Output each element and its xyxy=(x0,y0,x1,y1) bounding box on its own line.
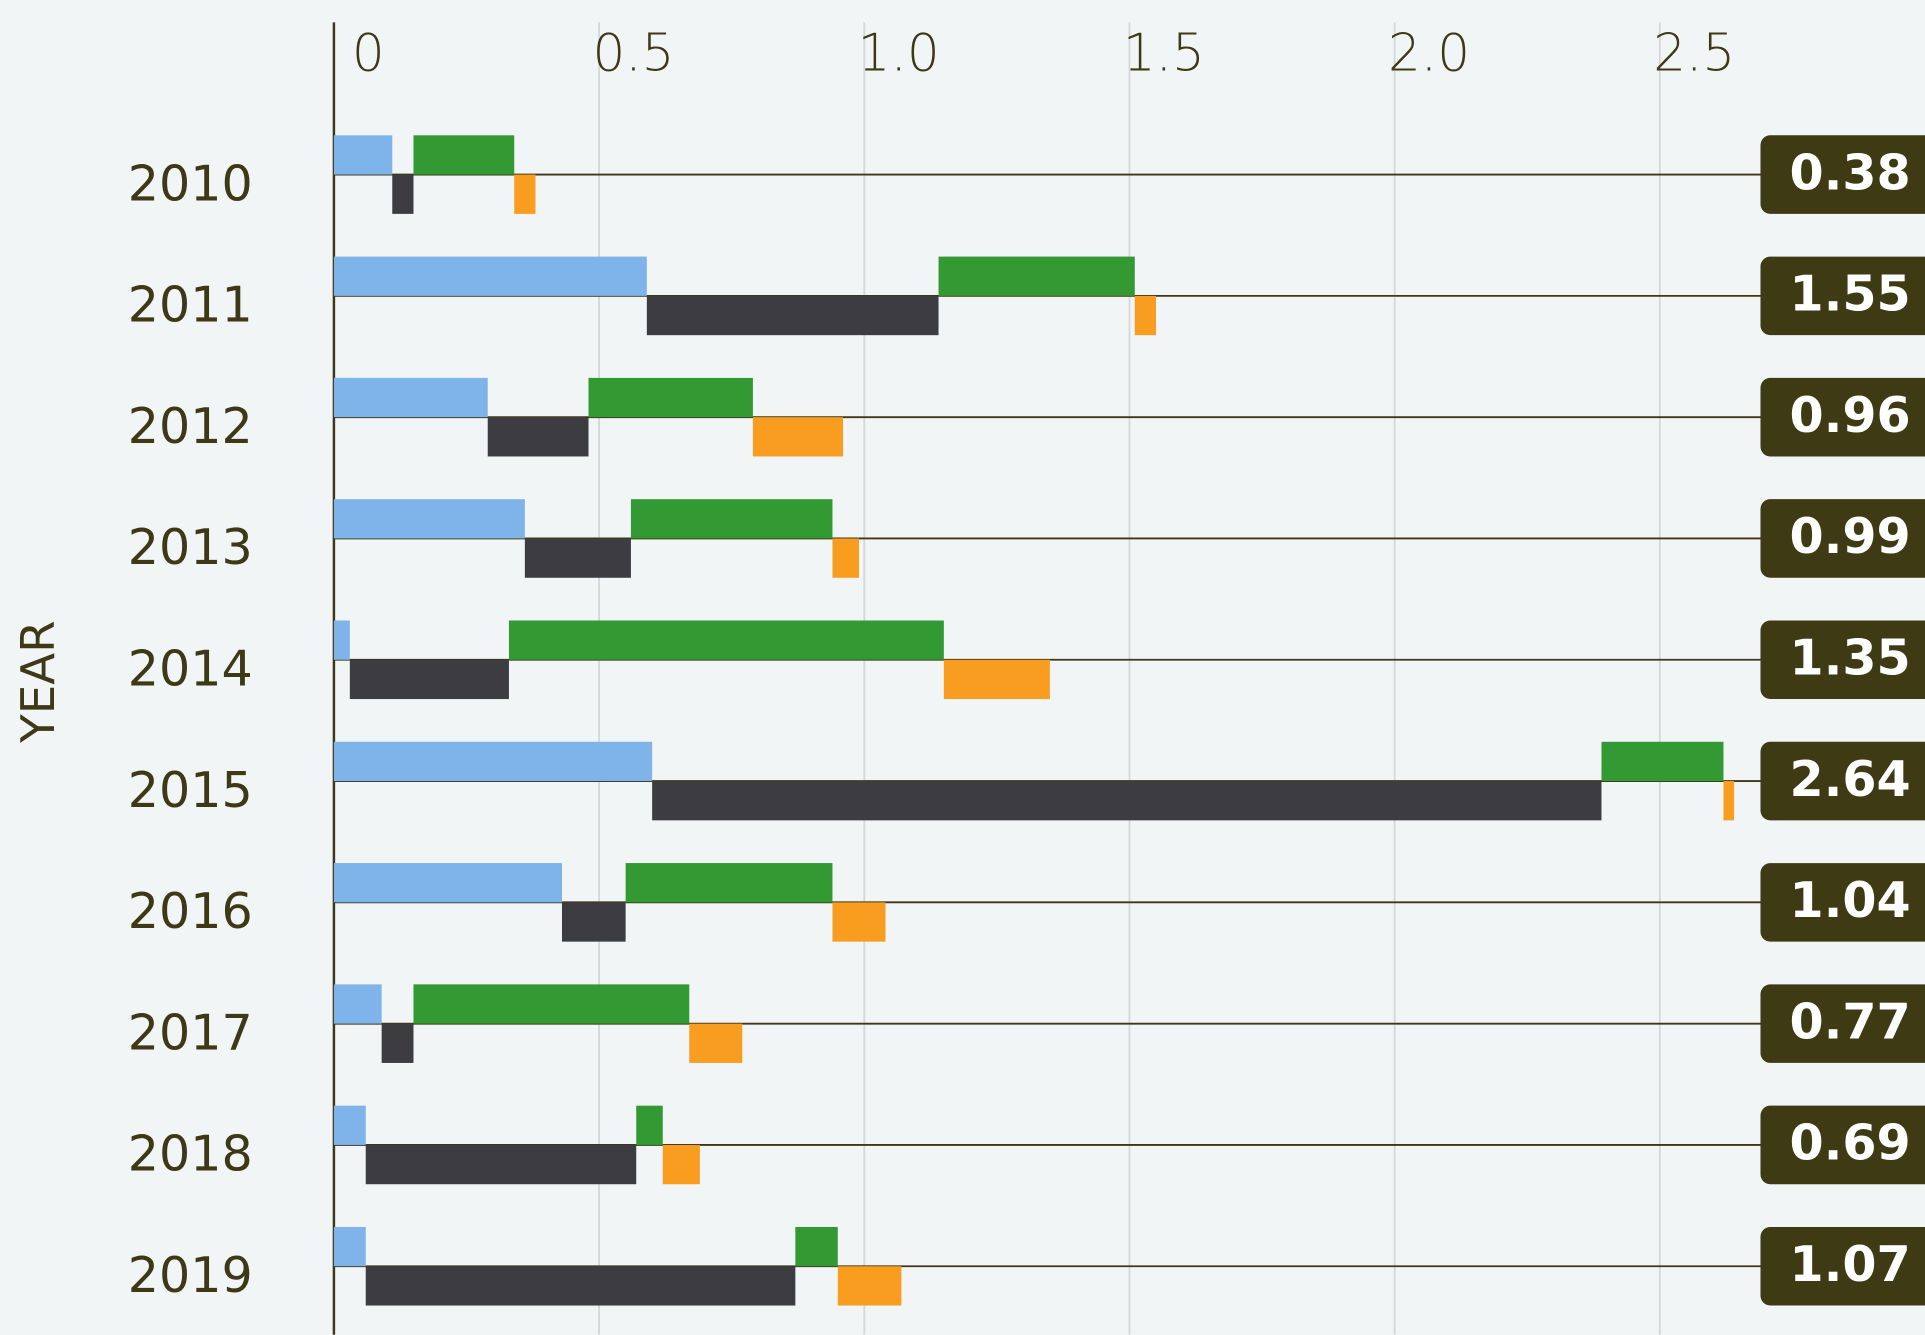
x-tick-label: 2.0 xyxy=(1388,24,1470,84)
y-tick-label: 2016 xyxy=(128,882,253,940)
y-tick-label: 2010 xyxy=(128,154,253,212)
bar-segment xyxy=(1601,741,1724,782)
bar-segment xyxy=(365,1144,637,1185)
bar-segment xyxy=(588,377,753,418)
total-box xyxy=(1760,1105,1925,1185)
total-box xyxy=(1760,1226,1925,1306)
bar-segment xyxy=(662,1144,700,1185)
bar-segment xyxy=(625,863,833,903)
y-tick-label: 2013 xyxy=(128,518,253,576)
x-tick-label: 1.5 xyxy=(1123,24,1205,84)
total-label: 0.77 xyxy=(1790,992,1911,1050)
bar-segment xyxy=(943,659,1050,700)
x-tick-label: 2.5 xyxy=(1653,24,1735,84)
bar-segment xyxy=(689,1023,743,1063)
total-label: 1.07 xyxy=(1790,1235,1911,1293)
bar-segment xyxy=(636,1105,663,1145)
bar-segment xyxy=(832,902,886,942)
total-label: 1.35 xyxy=(1790,628,1911,686)
total-box xyxy=(1760,620,1925,700)
bar-segment xyxy=(630,499,833,539)
bar-segment xyxy=(561,902,626,942)
bar-segment xyxy=(333,1105,366,1145)
bar-segment xyxy=(333,863,562,903)
total-box xyxy=(1760,741,1925,821)
bar-segment xyxy=(1134,295,1156,336)
bar-segment xyxy=(646,295,939,336)
bar-segment xyxy=(349,659,509,700)
bar-segment xyxy=(938,256,1135,296)
bar-segment xyxy=(752,417,844,457)
total-box xyxy=(1760,256,1925,336)
bar-segment xyxy=(837,1266,902,1306)
total-label: 0.69 xyxy=(1790,1114,1911,1172)
bar-segment xyxy=(333,377,488,418)
bar-segment xyxy=(333,256,647,296)
bar-segment xyxy=(795,1226,838,1267)
total-label: 0.96 xyxy=(1790,386,1911,444)
bar-segment xyxy=(392,174,414,214)
y-tick-label: 2014 xyxy=(128,640,253,698)
bar-segment xyxy=(1723,781,1735,821)
total-label: 0.38 xyxy=(1790,143,1911,201)
bar-segment xyxy=(487,417,589,457)
y-tick-label: 2019 xyxy=(128,1246,253,1304)
bar-segment xyxy=(333,1226,366,1267)
bar-segment xyxy=(333,135,393,175)
y-tick-label: 2012 xyxy=(128,397,253,455)
total-label: 1.55 xyxy=(1790,265,1911,323)
bar-segment xyxy=(365,1266,796,1306)
x-tick-label: 0.5 xyxy=(592,24,674,84)
bar-segment xyxy=(333,499,525,539)
bar-segment xyxy=(508,620,944,660)
total-label: 0.99 xyxy=(1790,507,1911,565)
y-tick-label: 2011 xyxy=(128,276,253,334)
bar-segment xyxy=(514,174,536,214)
bar-segment xyxy=(333,741,653,782)
bar-segment xyxy=(413,984,690,1024)
total-box xyxy=(1760,863,1925,942)
y-tick-label: 2018 xyxy=(128,1125,253,1183)
bar-segment xyxy=(524,538,631,578)
bar-segment xyxy=(413,135,515,175)
bar-segment xyxy=(652,781,1602,821)
y-axis-label: YEAR xyxy=(12,620,66,743)
bar-segment xyxy=(381,1023,414,1063)
x-tick-label: 0 xyxy=(352,24,385,84)
total-box xyxy=(1760,377,1925,457)
total-box xyxy=(1760,135,1925,214)
total-label: 1.04 xyxy=(1790,871,1911,929)
y-tick-label: 2015 xyxy=(128,761,253,819)
x-tick-label: 1.0 xyxy=(858,24,940,84)
bar-segment xyxy=(333,984,382,1024)
bar-segment xyxy=(333,620,350,660)
total-label: 2.64 xyxy=(1790,750,1911,808)
y-tick-label: 2017 xyxy=(128,1003,253,1061)
bar-segment xyxy=(832,538,859,578)
total-box xyxy=(1760,499,1925,578)
total-box xyxy=(1760,984,1925,1063)
